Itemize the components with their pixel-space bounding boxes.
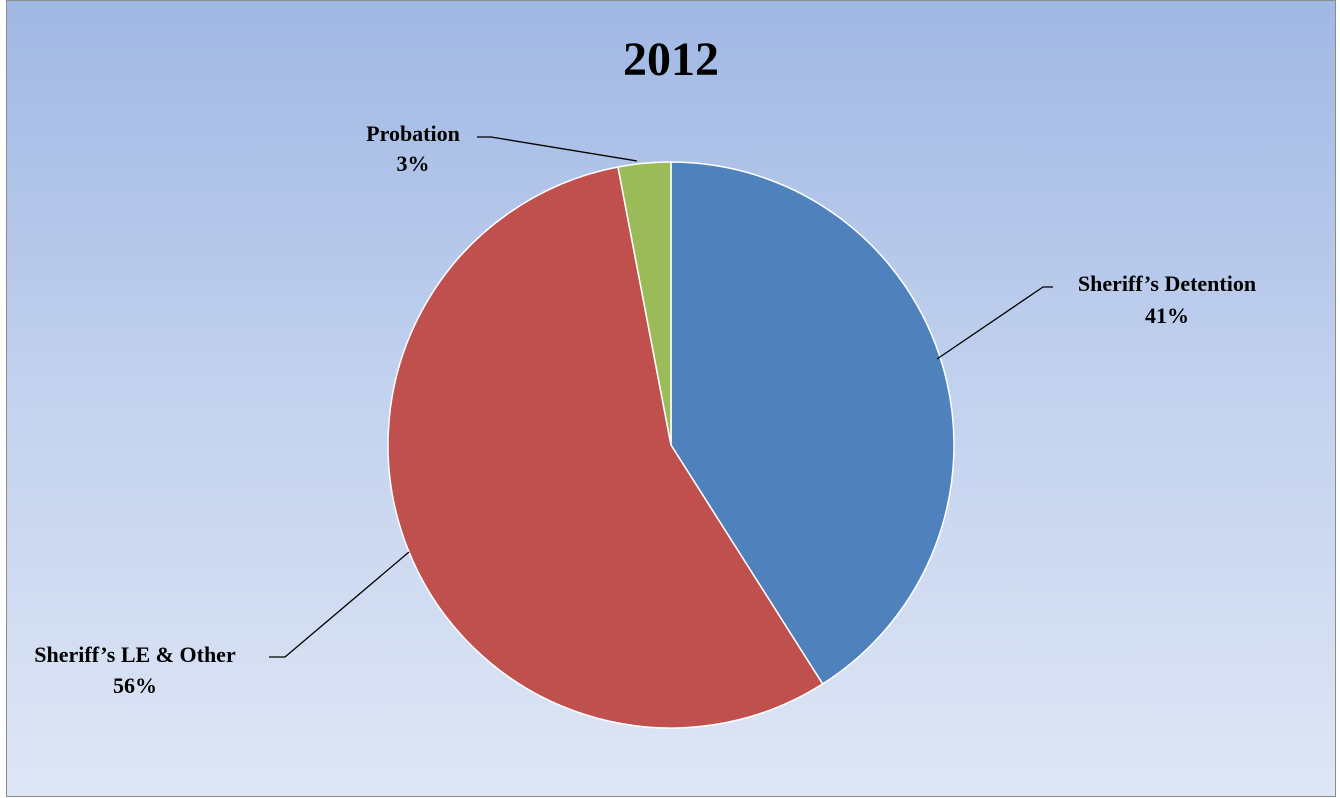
pie-slice-sheriffs-le-other: [387, 166, 824, 729]
data-label-detention-percent: 41%: [1145, 303, 1189, 328]
pie-chart: 2012 Sheriff’s Detention 41% Sheriff’s L…: [34, 33, 1256, 729]
pie-slices: [387, 161, 955, 729]
data-label-probation-name: Probation: [366, 121, 460, 146]
data-label-le-other-name: Sheriff’s LE & Other: [34, 642, 236, 667]
leader-line-detention: [936, 286, 1053, 360]
leader-line-le-other: [269, 551, 410, 658]
pie-slice-sheriffs-detention: [670, 161, 955, 685]
chart-frame: 2012 Sheriff’s Detention 41% Sheriff’s L…: [6, 0, 1336, 797]
data-label-le-other-percent: 56%: [113, 673, 157, 698]
data-label-detention-name: Sheriff’s Detention: [1078, 271, 1256, 296]
leader-line-probation: [477, 136, 638, 162]
data-label-probation-percent: 3%: [397, 151, 430, 176]
pie-slice-probation: [617, 161, 672, 446]
chart-title: 2012: [623, 33, 719, 86]
